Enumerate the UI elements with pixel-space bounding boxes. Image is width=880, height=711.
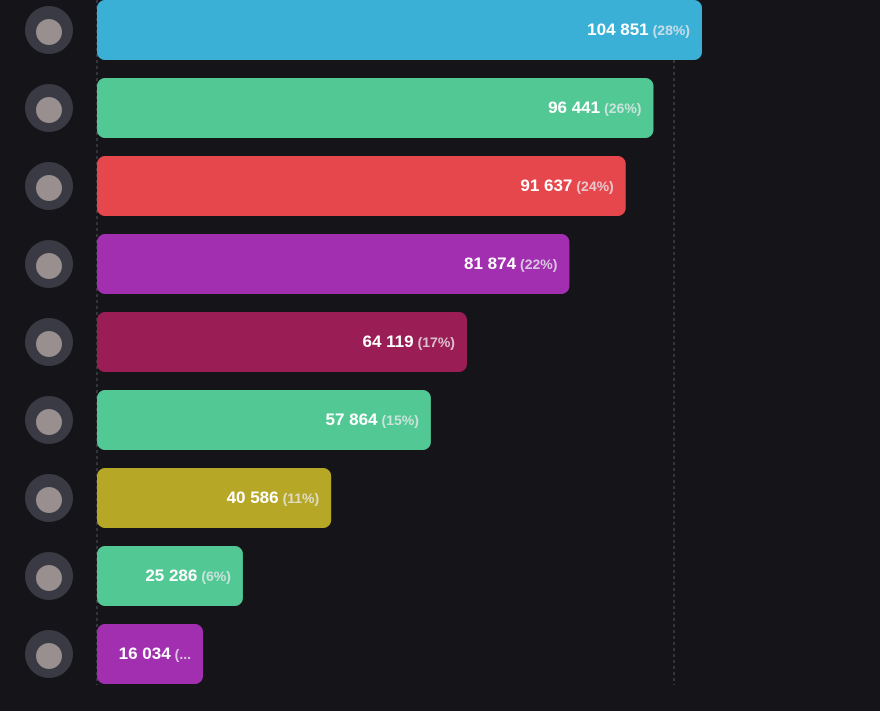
bar xyxy=(97,234,570,294)
avatar-face xyxy=(36,331,62,357)
avatar-face xyxy=(36,97,62,123)
value-label: 57 864 xyxy=(326,410,379,429)
bar-label: 96 441 (26%) xyxy=(548,98,641,117)
value-label: 40 586 xyxy=(227,488,279,507)
value-label: 25 286 xyxy=(145,566,197,585)
percent-label: (28%) xyxy=(653,22,690,38)
avatar-face xyxy=(36,565,62,591)
percent-label: (6%) xyxy=(201,568,231,584)
percent-label: (24%) xyxy=(576,178,613,194)
bar-label: 91 637 (24%) xyxy=(520,176,613,195)
value-label: 16 034 xyxy=(119,644,172,663)
value-label: 64 119 xyxy=(363,332,414,351)
percent-label: (17%) xyxy=(418,334,455,350)
bar-label: 40 586 (11%) xyxy=(227,488,320,507)
value-label: 104 851 xyxy=(587,20,648,39)
bar xyxy=(97,390,431,450)
percent-label: (15%) xyxy=(382,412,419,428)
percent-label: (26%) xyxy=(604,100,641,116)
avatar-face xyxy=(36,19,62,45)
percent-label: (... xyxy=(175,646,191,662)
bar xyxy=(97,312,467,372)
bar-label: 81 874 (22%) xyxy=(464,254,557,273)
bar-label: 25 286 (6%) xyxy=(145,566,231,585)
bar xyxy=(97,156,626,216)
bar xyxy=(97,546,243,606)
value-label: 96 441 xyxy=(548,98,600,117)
bar-label: 57 864 (15%) xyxy=(326,410,419,429)
bar xyxy=(97,468,332,528)
avatar-face xyxy=(36,487,62,513)
value-label: 81 874 xyxy=(464,254,517,273)
avatar-face xyxy=(36,643,62,669)
bar xyxy=(97,0,702,60)
bar-label: 104 851 (28%) xyxy=(587,20,690,39)
bar-label: 16 034 (... xyxy=(119,644,191,663)
bar xyxy=(97,78,654,138)
avatar-face xyxy=(36,253,62,279)
percent-label: (22%) xyxy=(520,256,557,272)
bar xyxy=(97,624,203,684)
avatar-face xyxy=(36,175,62,201)
bar-label: 64 119 (17%) xyxy=(363,332,455,351)
avatar-face xyxy=(36,409,62,435)
percent-label: (11%) xyxy=(283,490,320,506)
value-label: 91 637 xyxy=(520,176,572,195)
